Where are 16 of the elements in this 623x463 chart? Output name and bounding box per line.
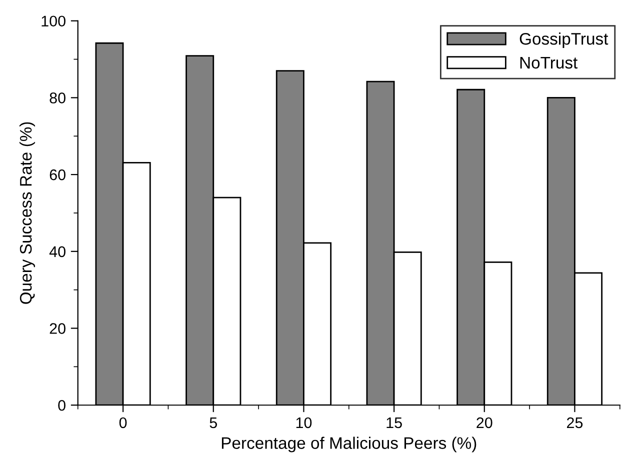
y-tick-label: 40	[49, 246, 66, 258]
x-tick-label: 20	[476, 417, 492, 428]
y-tick-label: 0	[58, 400, 66, 411]
y-tick-label: 100	[42, 16, 66, 27]
x-axis-title: Percentage of Malicious Peers (%)	[222, 436, 476, 452]
y-tick-label: 20	[50, 323, 66, 334]
x-tick-label: 10	[296, 417, 312, 428]
x-tick-label: 5	[210, 417, 217, 428]
y-axis-title: Query Success Rate (%)	[19, 122, 36, 304]
legend-label: NoTrust	[520, 56, 578, 69]
legend-label: GossipTrust	[520, 32, 608, 48]
y-tick-label: 80	[50, 92, 66, 104]
x-tick-label: 25	[566, 417, 583, 428]
y-tick-label: 60	[50, 169, 66, 180]
x-tick-label: 0	[119, 417, 127, 428]
x-tick-label: 15	[386, 417, 402, 428]
